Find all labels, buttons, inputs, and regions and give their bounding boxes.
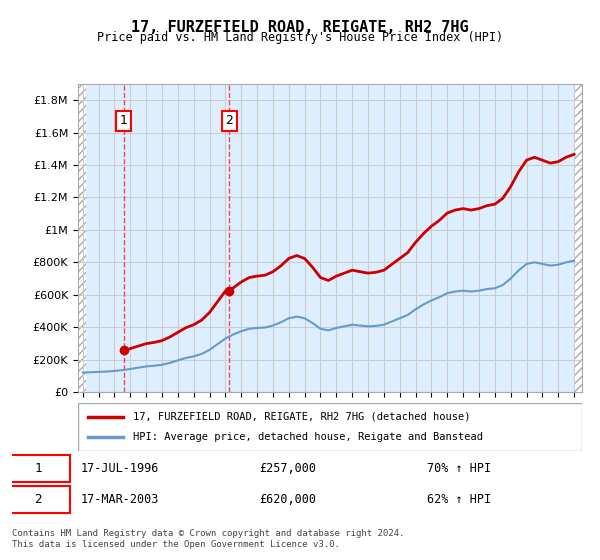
Text: HPI: Average price, detached house, Reigate and Banstead: HPI: Average price, detached house, Reig… (133, 432, 484, 442)
FancyBboxPatch shape (6, 486, 70, 513)
Text: 17-MAR-2003: 17-MAR-2003 (81, 493, 160, 506)
Text: 17-JUL-1996: 17-JUL-1996 (81, 462, 160, 475)
Text: 62% ↑ HPI: 62% ↑ HPI (427, 493, 491, 506)
Text: 1: 1 (34, 462, 41, 475)
Text: £257,000: £257,000 (260, 462, 317, 475)
Text: Price paid vs. HM Land Registry's House Price Index (HPI): Price paid vs. HM Land Registry's House … (97, 31, 503, 44)
Text: 1: 1 (120, 114, 128, 128)
FancyBboxPatch shape (6, 455, 70, 482)
Text: 17, FURZEFIELD ROAD, REIGATE, RH2 7HG (detached house): 17, FURZEFIELD ROAD, REIGATE, RH2 7HG (d… (133, 412, 471, 422)
Text: 2: 2 (226, 114, 233, 128)
Text: 70% ↑ HPI: 70% ↑ HPI (427, 462, 491, 475)
FancyBboxPatch shape (78, 403, 582, 451)
Text: Contains HM Land Registry data © Crown copyright and database right 2024.
This d: Contains HM Land Registry data © Crown c… (12, 529, 404, 549)
Text: 2: 2 (34, 493, 41, 506)
Text: £620,000: £620,000 (260, 493, 317, 506)
Text: 17, FURZEFIELD ROAD, REIGATE, RH2 7HG: 17, FURZEFIELD ROAD, REIGATE, RH2 7HG (131, 20, 469, 35)
